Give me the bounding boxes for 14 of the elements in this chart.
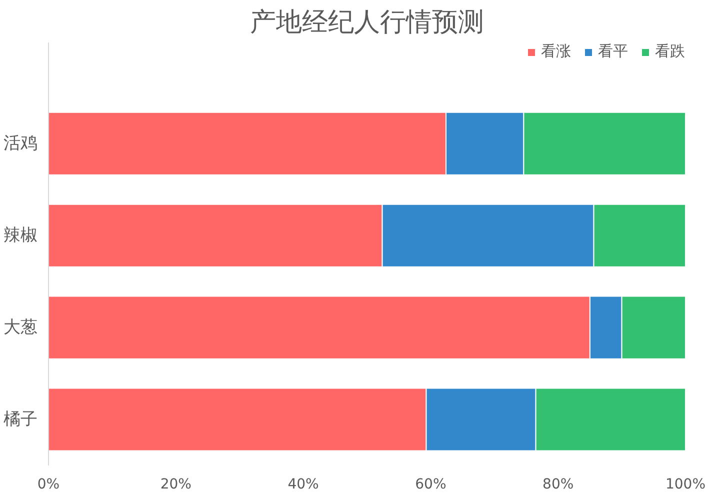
legend-label: 看跌 [655,42,685,61]
y-tick-label: 大葱 [4,318,38,338]
y-tick-label: 橘子 [4,410,38,430]
x-tick-label: 0% [37,476,60,492]
y-tick-label: 辣椒 [4,226,38,246]
x-tick-label: 20% [160,476,192,492]
legend-label: 看平 [598,42,628,61]
y-tick-label: 活鸡 [4,134,38,154]
x-tick-label: 60% [415,476,446,492]
x-tick-label: 40% [288,476,319,492]
x-tick-label: 80% [542,476,574,492]
chart-title: 产地经纪人行情预测 [250,8,484,38]
x-tick-label: 100% [665,476,706,492]
legend-label: 看涨 [541,42,571,61]
